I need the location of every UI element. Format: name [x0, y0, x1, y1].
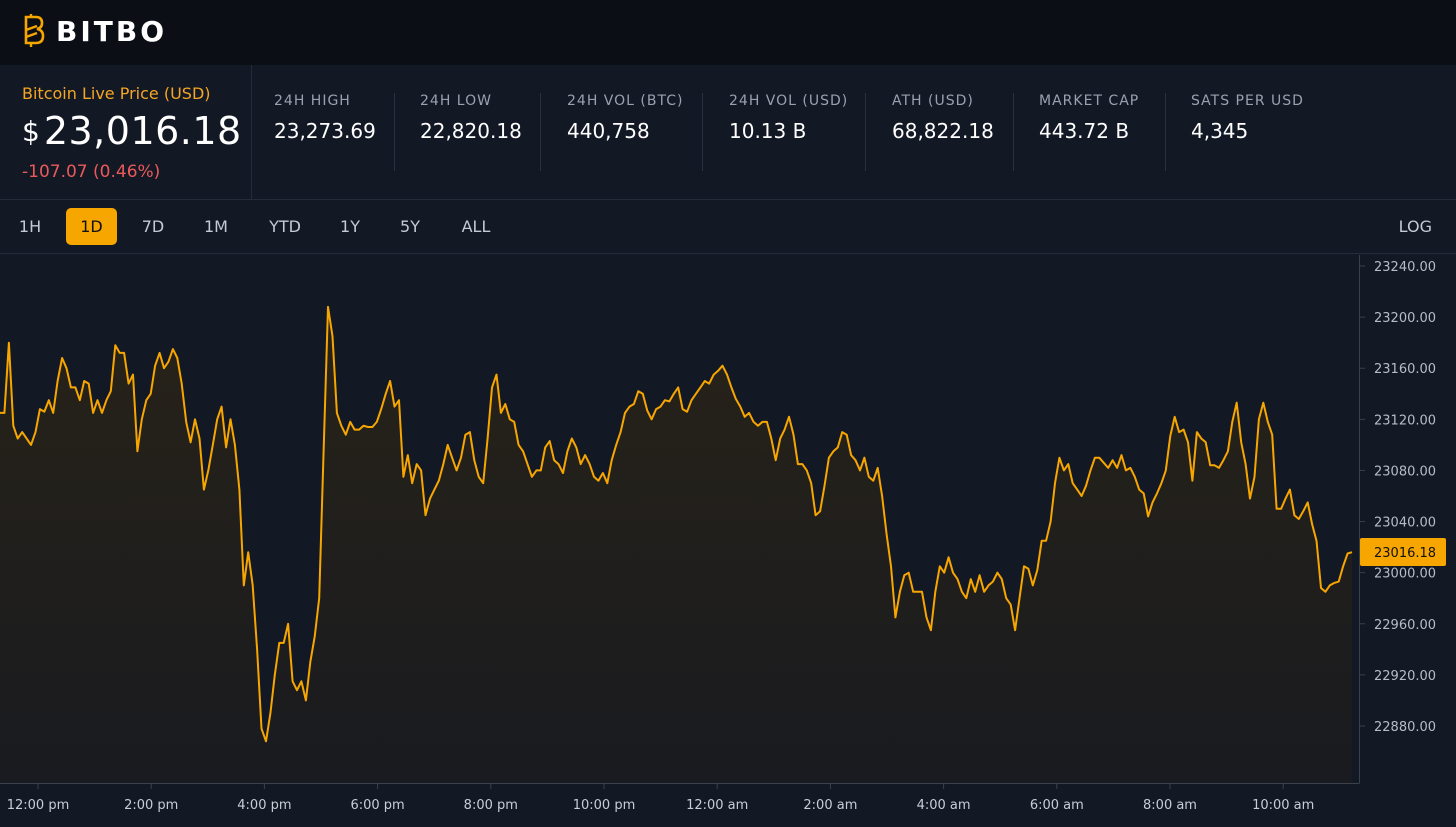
price-area-fill: [0, 306, 1352, 783]
stat-ath-usd: ATH (USD) 68,822.18: [892, 93, 994, 173]
stat-divider: [702, 93, 703, 171]
x-tick-label: 4:00 am: [917, 798, 971, 813]
x-tick-label: 10:00 pm: [573, 798, 636, 813]
range-1h-button[interactable]: 1H: [18, 217, 42, 236]
price-currency: $: [22, 115, 40, 148]
stat-value: 22,820.18: [420, 119, 522, 143]
y-tick-label: 23200.00: [1374, 311, 1436, 326]
price-title: Bitcoin Live Price (USD): [22, 84, 211, 103]
stat-label: ATH (USD): [892, 93, 974, 109]
stat-24h-high: 24H HIGH 23,273.69: [274, 93, 376, 173]
top-bar: BITBO: [0, 0, 1456, 65]
range-ytd-button[interactable]: YTD: [269, 217, 301, 236]
stat-label: 24H VOL (BTC): [567, 93, 684, 109]
stat-value: 23,273.69: [274, 119, 376, 143]
stat-label: 24H LOW: [420, 93, 492, 109]
bitbo-b-icon: [24, 14, 45, 47]
price-chart-svg[interactable]: 23240.00 23200.00 23160.00 23120.00 23080.00…: [0, 255, 1456, 827]
range-1d-button[interactable]: 1D: [66, 208, 117, 245]
stat-label: SATS PER USD: [1191, 93, 1304, 109]
x-tick-label: 12:00 pm: [7, 798, 70, 813]
x-tick-label: 2:00 pm: [124, 798, 178, 813]
stat-label: 24H VOL (USD): [729, 93, 849, 109]
stat-divider: [540, 93, 541, 171]
stat-market-cap: MARKET CAP 443.72 B: [1039, 93, 1139, 173]
x-tick-label: 4:00 pm: [237, 798, 291, 813]
stat-label: 24H HIGH: [274, 93, 351, 109]
x-tick-label: 6:00 am: [1030, 798, 1084, 813]
y-tick-label: 22960.00: [1374, 618, 1436, 633]
stat-24h-vol-btc: 24H VOL (BTC) 440,758: [567, 93, 683, 173]
current-price-label: 23016.18: [1374, 546, 1436, 561]
y-tick-label: 23080.00: [1374, 464, 1436, 479]
y-tick-label: 23000.00: [1374, 567, 1436, 582]
stat-value: 10.13 B: [729, 119, 807, 143]
price-series-line[interactable]: [0, 305, 1353, 743]
current-price-marker: [1360, 537, 1446, 566]
stat-value: 68,822.18: [892, 119, 994, 143]
stat-value: 443.72 B: [1039, 119, 1130, 143]
range-selector: 1H 1D 7D 1M YTD 1Y 5Y ALL LOG: [0, 200, 1456, 254]
range-1y-button[interactable]: 1Y: [340, 217, 360, 236]
stat-divider: [394, 93, 395, 171]
stat-value: 440,758: [567, 119, 650, 143]
stat-divider: [865, 93, 866, 171]
y-tick-label: 23040.00: [1374, 516, 1436, 531]
price-row: $ 23,016.18: [22, 109, 242, 153]
y-tick-label: 22880.00: [1374, 720, 1436, 735]
stat-sats-per-usd: SATS PER USD 4,345: [1191, 93, 1304, 173]
stats-bar: Bitcoin Live Price (USD) $ 23,016.18 -10…: [0, 65, 1456, 200]
range-all-button[interactable]: ALL: [461, 217, 491, 236]
x-tick-label: 10:00 am: [1252, 798, 1314, 813]
range-5y-button[interactable]: 5Y: [400, 217, 420, 236]
logo[interactable]: BITBO: [20, 13, 167, 49]
stat-divider: [1165, 93, 1166, 171]
y-tick-label: 23120.00: [1374, 413, 1436, 428]
stat-24h-low: 24H LOW 22,820.18: [420, 93, 522, 173]
brand-name: BITBO: [56, 14, 168, 48]
log-scale-toggle[interactable]: LOG: [1398, 217, 1432, 236]
y-tick-label: 22920.00: [1374, 669, 1436, 684]
price-chart[interactable]: 23240.00 23200.00 23160.00 23120.00 23080.00…: [0, 255, 1456, 827]
x-tick-label: 8:00 pm: [464, 798, 518, 813]
range-1m-button[interactable]: 1M: [204, 217, 228, 236]
stat-value: 4,345: [1191, 119, 1249, 143]
stat-divider: [1013, 93, 1014, 171]
price-value: 23,016.18: [43, 109, 242, 153]
y-tick-label: 23160.00: [1374, 362, 1436, 377]
price-change: -107.07 (0.46%): [22, 162, 161, 182]
x-tick-label: 8:00 am: [1143, 798, 1197, 813]
price-block: Bitcoin Live Price (USD) $ 23,016.18 -10…: [0, 65, 252, 200]
y-tick-label: 23240.00: [1374, 260, 1436, 275]
stat-label: MARKET CAP: [1039, 93, 1140, 109]
x-tick-label: 12:00 am: [686, 798, 748, 813]
x-tick-label: 2:00 am: [803, 798, 857, 813]
stat-24h-vol-usd: 24H VOL (USD) 10.13 B: [729, 93, 848, 173]
x-tick-label: 6:00 pm: [350, 798, 404, 813]
range-7d-button[interactable]: 7D: [141, 217, 165, 236]
